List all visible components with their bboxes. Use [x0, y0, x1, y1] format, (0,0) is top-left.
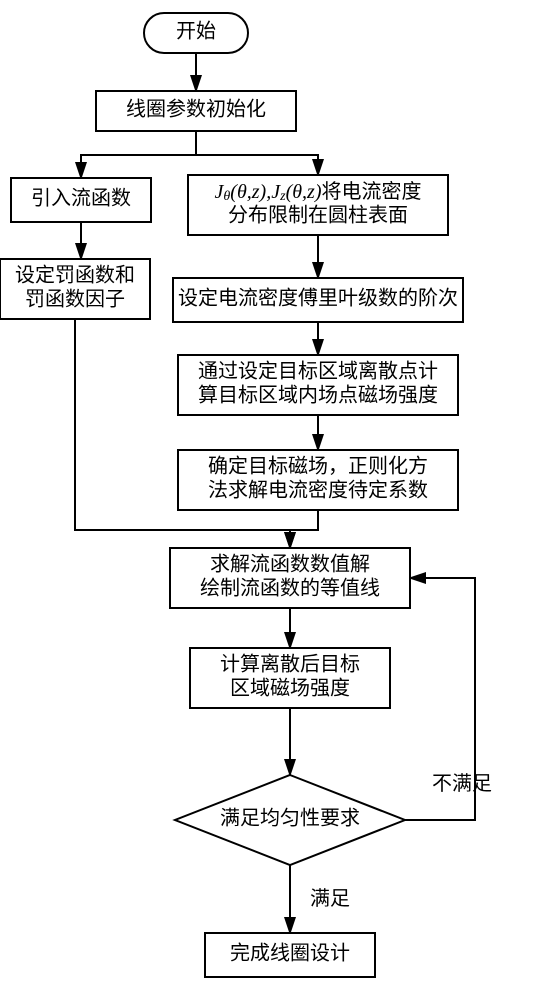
node-label: 确定目标磁场，正则化方	[208, 455, 428, 478]
node-stream: 引入流函数	[11, 178, 151, 222]
node-label: 算目标区域内场点磁场强度	[198, 384, 438, 407]
node-contour: 求解流函数数值解绘制流函数的等值线	[170, 548, 410, 608]
edge-label: 满足	[310, 887, 350, 910]
node-label-jcyl-formula: Jθ(θ,z),Jz(θ,z)将电流密度	[215, 180, 422, 204]
edge-penalty-contour	[75, 319, 290, 548]
node-label: 区域磁场强度	[230, 677, 350, 700]
node-calcB: 计算离散后目标区域磁场强度	[190, 648, 390, 708]
node-start: 开始	[144, 13, 248, 53]
node-label: 罚函数因子	[25, 288, 125, 311]
node-label: 设定电流密度傅里叶级数的阶次	[178, 287, 458, 310]
node-label: 设定罚函数和	[15, 264, 135, 287]
edge-init-jcyl	[196, 131, 318, 175]
flowchart-canvas: 开始线圈参数初始化引入流函数设定罚函数和罚函数因子 Jθ(θ,z),Jz(θ,z)…	[0, 0, 547, 1000]
node-done: 完成线圈设计	[205, 933, 375, 977]
node-penalty: 设定罚函数和罚函数因子	[0, 259, 150, 319]
node-label: 通过设定目标区域离散点计	[198, 360, 438, 383]
edge-init-stream	[81, 131, 196, 178]
node-label: 分布限制在圆柱表面	[228, 204, 408, 227]
node-label: 绘制流函数的等值线	[200, 577, 380, 600]
node-label: 开始	[176, 20, 216, 43]
edge-solveJ-contour	[290, 510, 318, 548]
edge-label: 不满足	[432, 772, 492, 795]
node-label: 引入流函数	[31, 187, 131, 210]
node-label: 求解流函数数值解	[210, 553, 370, 576]
node-label: 法求解电流密度待定系数	[208, 479, 428, 502]
node-order: 设定电流密度傅里叶级数的阶次	[173, 278, 463, 322]
node-label: 线圈参数初始化	[126, 98, 266, 121]
node-init: 线圈参数初始化	[96, 91, 296, 131]
node-discpts: 通过设定目标区域离散点计算目标区域内场点磁场强度	[178, 355, 458, 415]
node-label: 完成线圈设计	[230, 942, 350, 965]
node-jcyl: Jθ(θ,z),Jz(θ,z)将电流密度分布限制在圆柱表面	[188, 175, 448, 235]
node-uniform: 满足均匀性要求	[175, 775, 405, 865]
node-label: 计算离散后目标	[220, 653, 360, 676]
node-label: 满足均匀性要求	[220, 807, 360, 830]
node-solveJ: 确定目标磁场，正则化方法求解电流密度待定系数	[178, 450, 458, 510]
